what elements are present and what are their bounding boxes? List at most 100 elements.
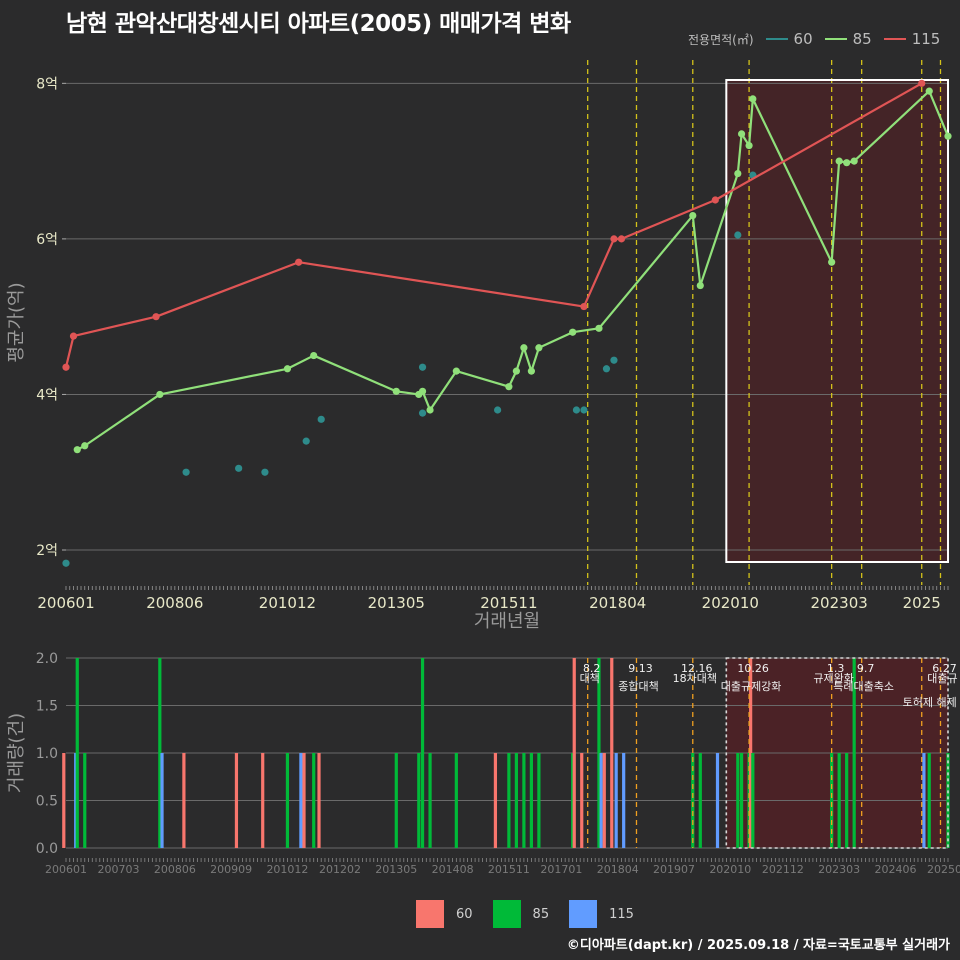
bottom-legend-item-115: 115: [569, 900, 634, 928]
data-point-85: [156, 390, 164, 399]
x-tick-label: 200806: [146, 594, 203, 612]
policy-text-label: 18차대책: [673, 672, 717, 685]
bar-x-tick-label: 201907: [653, 863, 695, 876]
bottom-legend-swatch-60: [416, 900, 444, 928]
data-point-60: [734, 231, 742, 239]
data-point-85: [745, 141, 753, 150]
bar-85: [927, 753, 931, 848]
data-point-60: [572, 406, 581, 414]
bottom-legend-label-60: 60: [456, 906, 473, 922]
policy-text-label: 특례대출축소: [833, 680, 894, 693]
x-tick-label: 202010: [702, 594, 759, 612]
bar-85: [420, 658, 425, 848]
bar-60: [602, 753, 606, 848]
bar-x-tick-label: 202010: [709, 863, 751, 876]
bar-85: [529, 753, 533, 848]
bar-x-tick-label: 201408: [432, 863, 474, 876]
data-point-85: [843, 159, 851, 167]
bar-85: [285, 753, 290, 848]
data-point-115: [62, 363, 70, 371]
bar-85: [454, 753, 458, 848]
policy-text-label: 대출규: [927, 672, 957, 685]
data-point-60: [235, 464, 243, 472]
x-tick-label: 202303: [811, 594, 868, 612]
data-point-85: [569, 328, 577, 336]
bar-x-tick-label: 200806: [154, 863, 196, 876]
data-point-85: [452, 367, 460, 375]
legend-title: 전용면적(㎡): [688, 32, 754, 47]
bar-x-tick-label: 200601: [45, 863, 87, 876]
data-point-60: [418, 363, 427, 371]
bar-85: [736, 753, 740, 848]
legend-line-60: [765, 38, 788, 40]
data-point-60: [610, 356, 618, 364]
x-axis-title: 거래년월: [474, 611, 540, 632]
bar-115: [922, 753, 926, 848]
bar-x-tick-label: 202406: [874, 863, 916, 876]
chart-title: 남현 관악산대창센시티 아파트(2005) 매매가격 변화: [66, 11, 571, 37]
bar-highlight-box: [725, 657, 949, 849]
bar-60: [62, 753, 66, 848]
data-point-85: [418, 387, 427, 395]
data-point-60: [494, 406, 502, 414]
data-point-115: [69, 332, 78, 340]
data-point-85: [73, 446, 81, 454]
data-point-85: [512, 367, 520, 375]
bar-85: [83, 753, 87, 848]
bar-85: [739, 753, 744, 848]
bar-85: [691, 753, 695, 848]
bar-60: [610, 658, 614, 848]
volume-chart-panel: 0.00.51.01.52.0거래량(건)8.2대책9.13종합대책12.161…: [6, 651, 960, 876]
data-point-85: [310, 351, 318, 360]
y-tick-label: 4억: [36, 387, 58, 403]
bar-115: [599, 753, 603, 848]
policy-text-label: 규제완화: [813, 672, 853, 685]
bar-115: [299, 753, 303, 848]
bar-85: [507, 753, 511, 848]
data-point-60: [602, 365, 611, 373]
legend-item-60: 60: [765, 30, 813, 48]
data-point-85: [595, 324, 603, 332]
bar-x-tick-label: 201511: [488, 863, 530, 876]
x-tick-label: 201305: [368, 594, 425, 612]
price-chart-panel: 2억 4억 6억 8억 200601 200806 201012 201305 201511 20…: [6, 60, 952, 632]
data-point-60: [418, 409, 427, 417]
bar-60: [317, 753, 321, 848]
policy-text-label: 종합대책: [618, 680, 658, 693]
bar-x-tick-label: 200703: [98, 863, 140, 876]
data-point-60: [580, 406, 588, 414]
bar-y-tick-label: 1.5: [36, 699, 58, 715]
bar-x-tick-label: 202508: [927, 863, 960, 876]
bar-y-tick-label: 1.0: [36, 746, 58, 762]
data-point-85: [749, 95, 757, 103]
bar-x-tick-label: 202303: [818, 863, 860, 876]
bar-85: [522, 753, 526, 848]
legend-item-85: 85: [824, 30, 872, 48]
x-tick-label: 201511: [480, 594, 537, 612]
bar-y-axis-title: 거래량(건): [6, 713, 27, 793]
bar-60: [302, 753, 306, 848]
bar-x-tick-label: 201202: [319, 863, 361, 876]
footer-credit: ©디아파트(dapt.kr) / 2025.09.18 / 자료=국토교통부 실…: [566, 938, 950, 953]
bar-85: [837, 753, 841, 848]
bar-x-tick-label: 201804: [597, 863, 639, 876]
data-point-60: [317, 415, 325, 423]
bar-85: [394, 753, 398, 848]
bar-85: [537, 753, 541, 848]
bar-115: [715, 753, 720, 848]
bar-x-tick-label: 201305: [375, 863, 417, 876]
data-point-115: [918, 79, 926, 87]
data-point-85: [527, 367, 535, 375]
bar-60: [749, 658, 753, 848]
x-tick-label: 201804: [589, 594, 646, 612]
bar-x-tick-label: 200909: [210, 863, 252, 876]
bar-85: [845, 753, 849, 848]
y-tick-label: 2억: [36, 543, 58, 559]
x-tick-label: 201012: [259, 594, 316, 612]
bar-115: [622, 753, 626, 848]
bar-85: [830, 753, 834, 848]
bar-60: [493, 753, 498, 848]
policy-date-label: 9.7: [857, 662, 875, 675]
x-tick-label: 200601: [37, 594, 94, 612]
x-tick-label: 2025: [903, 594, 941, 612]
